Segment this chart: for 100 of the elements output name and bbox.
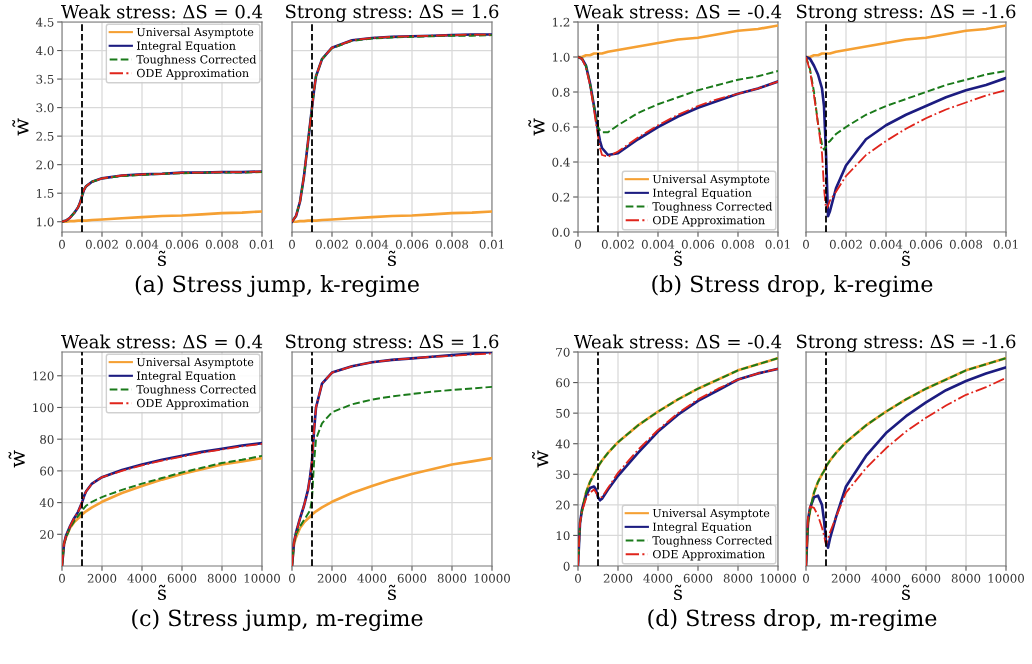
y-tick-label: 4.0 <box>35 46 54 56</box>
y-tick-label: 3.5 <box>36 74 54 84</box>
y-axis-title: w̃ <box>12 118 29 136</box>
x-tick-label: 4000 <box>357 573 387 583</box>
y-tick-label: 40 <box>39 498 54 508</box>
y-tick-label: 0.8 <box>552 87 570 97</box>
y-tick-label: 0.4 <box>552 157 570 167</box>
legend-label: Universal Asymptote <box>136 357 254 369</box>
y-tick-label: 120 <box>33 371 54 381</box>
x-tick-label: 0.006 <box>909 239 943 249</box>
chart-title: Weak stress: ΔS = 0.4 <box>61 334 263 349</box>
chart-title: Strong stress: ΔS = 1.6 <box>286 334 499 352</box>
x-tick-label: 0.006 <box>395 239 429 249</box>
y-tick-label: 0 <box>563 561 570 571</box>
x-tick-label: 6000 <box>167 573 197 583</box>
x-tick-label: 10000 <box>988 573 1024 583</box>
y-tick-label: 3.0 <box>36 103 54 113</box>
y-tick-label: 60 <box>556 378 570 388</box>
x-tick-label: 2000 <box>831 573 861 583</box>
legend-label: ODE Approximation <box>652 215 765 227</box>
x-tick-label: 2000 <box>603 573 633 583</box>
text: (d) Stress drop, m-regime <box>648 609 937 631</box>
x-tick-label: 4000 <box>643 573 673 583</box>
legend-label: Integral Equation <box>652 188 752 200</box>
y-tick-label: 2.0 <box>36 160 54 170</box>
x-tick-label: 8000 <box>951 573 981 583</box>
text: (b) Stress drop, k-regime <box>652 275 933 297</box>
legend-label: Toughness Corrected <box>652 536 773 547</box>
x-axis-title: s̃ <box>902 584 910 601</box>
x-tick-label: 0.004 <box>869 239 903 249</box>
legend-label: Universal Asymptote <box>652 174 770 186</box>
x-tick-label: 0.002 <box>829 239 862 249</box>
y-tick-label: 60 <box>40 466 54 476</box>
x-tick-label: 0.01 <box>249 239 274 249</box>
x-tick-label: 10000 <box>474 573 510 583</box>
chart-title: Strong stress: ΔS = 1.6 <box>286 4 499 22</box>
x-tick-label: 4000 <box>871 573 901 583</box>
x-tick-label: 0 <box>289 239 295 249</box>
y-tick-label: 50 <box>556 408 570 418</box>
y-axis-title: w̃ <box>532 450 549 468</box>
x-tick-label: 0.002 <box>315 239 348 249</box>
x-axis-title: s̃ <box>388 584 396 601</box>
x-tick-label: 0.008 <box>721 239 755 249</box>
x-tick-label: 0.004 <box>641 239 675 249</box>
y-tick-label: 4.5 <box>35 17 54 27</box>
chart-title: Strong stress: ΔS = -1.6 <box>796 334 1016 352</box>
y-tick-label: 0.6 <box>552 122 570 132</box>
x-tick-label: 2000 <box>317 573 347 583</box>
x-tick-label: 0.006 <box>165 239 199 249</box>
x-axis-title: s̃ <box>902 250 910 267</box>
legend-label: Universal Asymptote <box>136 27 254 39</box>
x-tick-label: 0 <box>59 573 65 583</box>
x-axis-title: s̃ <box>674 584 682 601</box>
chart-title: Weak stress: ΔS = -0.4 <box>573 4 782 19</box>
legend-label: ODE Approximation <box>136 68 249 80</box>
x-tick-label: 2000 <box>87 573 117 583</box>
x-tick-label: 0.006 <box>681 239 715 249</box>
y-tick-label: 70 <box>556 347 570 357</box>
x-axis-title: s̃ <box>674 250 682 267</box>
x-tick-label: 4000 <box>127 573 157 583</box>
x-tick-label: 0 <box>803 573 809 583</box>
x-tick-label: 0.01 <box>993 239 1018 249</box>
x-tick-label: 6000 <box>397 573 427 583</box>
x-tick-label: 0.002 <box>85 239 118 249</box>
legend-label: Toughness Corrected <box>136 54 257 66</box>
legend-label: Toughness Corrected <box>652 202 773 213</box>
y-tick-label: 20 <box>556 500 570 510</box>
legend-label: Integral Equation <box>652 522 752 534</box>
legend-label: ODE Approximation <box>652 549 765 561</box>
y-tick-label: 2.5 <box>36 131 54 141</box>
x-tick-label: 0 <box>803 239 809 249</box>
x-tick-label: 0.008 <box>205 239 239 249</box>
y-tick-label: 0.0 <box>552 227 570 237</box>
x-tick-label: 0.01 <box>479 239 504 249</box>
x-tick-label: 10000 <box>760 573 796 583</box>
y-tick-label: 100 <box>33 403 54 413</box>
x-tick-label: 0.008 <box>949 239 983 249</box>
y-tick-label: 30 <box>556 470 570 479</box>
legend-label: Integral Equation <box>136 41 236 53</box>
x-tick-label: 6000 <box>911 573 941 583</box>
chart-title: Strong stress: ΔS = -1.6 <box>796 4 1016 22</box>
x-tick-label: 8000 <box>723 573 753 583</box>
x-axis-title: s̃ <box>158 250 166 267</box>
x-tick-label: 6000 <box>683 573 713 583</box>
y-tick-label: 40 <box>555 439 570 449</box>
text: (c) Stress jump, m-regime <box>132 609 423 631</box>
x-tick-label: 8000 <box>207 573 237 583</box>
x-axis-title: s̃ <box>158 584 166 601</box>
x-axis-title: s̃ <box>388 250 396 267</box>
y-tick-label: 20 <box>40 530 54 539</box>
legend-label: Universal Asymptote <box>652 508 770 520</box>
chart-title: Weak stress: ΔS = -0.4 <box>573 334 782 349</box>
y-tick-label: 1.0 <box>553 52 570 62</box>
x-tick-label: 8000 <box>437 573 467 583</box>
y-tick-label: 0.2 <box>552 192 570 202</box>
text: (a) Stress jump, k-regime <box>135 275 419 297</box>
x-tick-label: 0 <box>575 573 581 583</box>
legend-label: Integral Equation <box>136 371 236 383</box>
x-tick-label: 0 <box>289 573 295 583</box>
y-axis-title: w̃ <box>8 450 25 468</box>
